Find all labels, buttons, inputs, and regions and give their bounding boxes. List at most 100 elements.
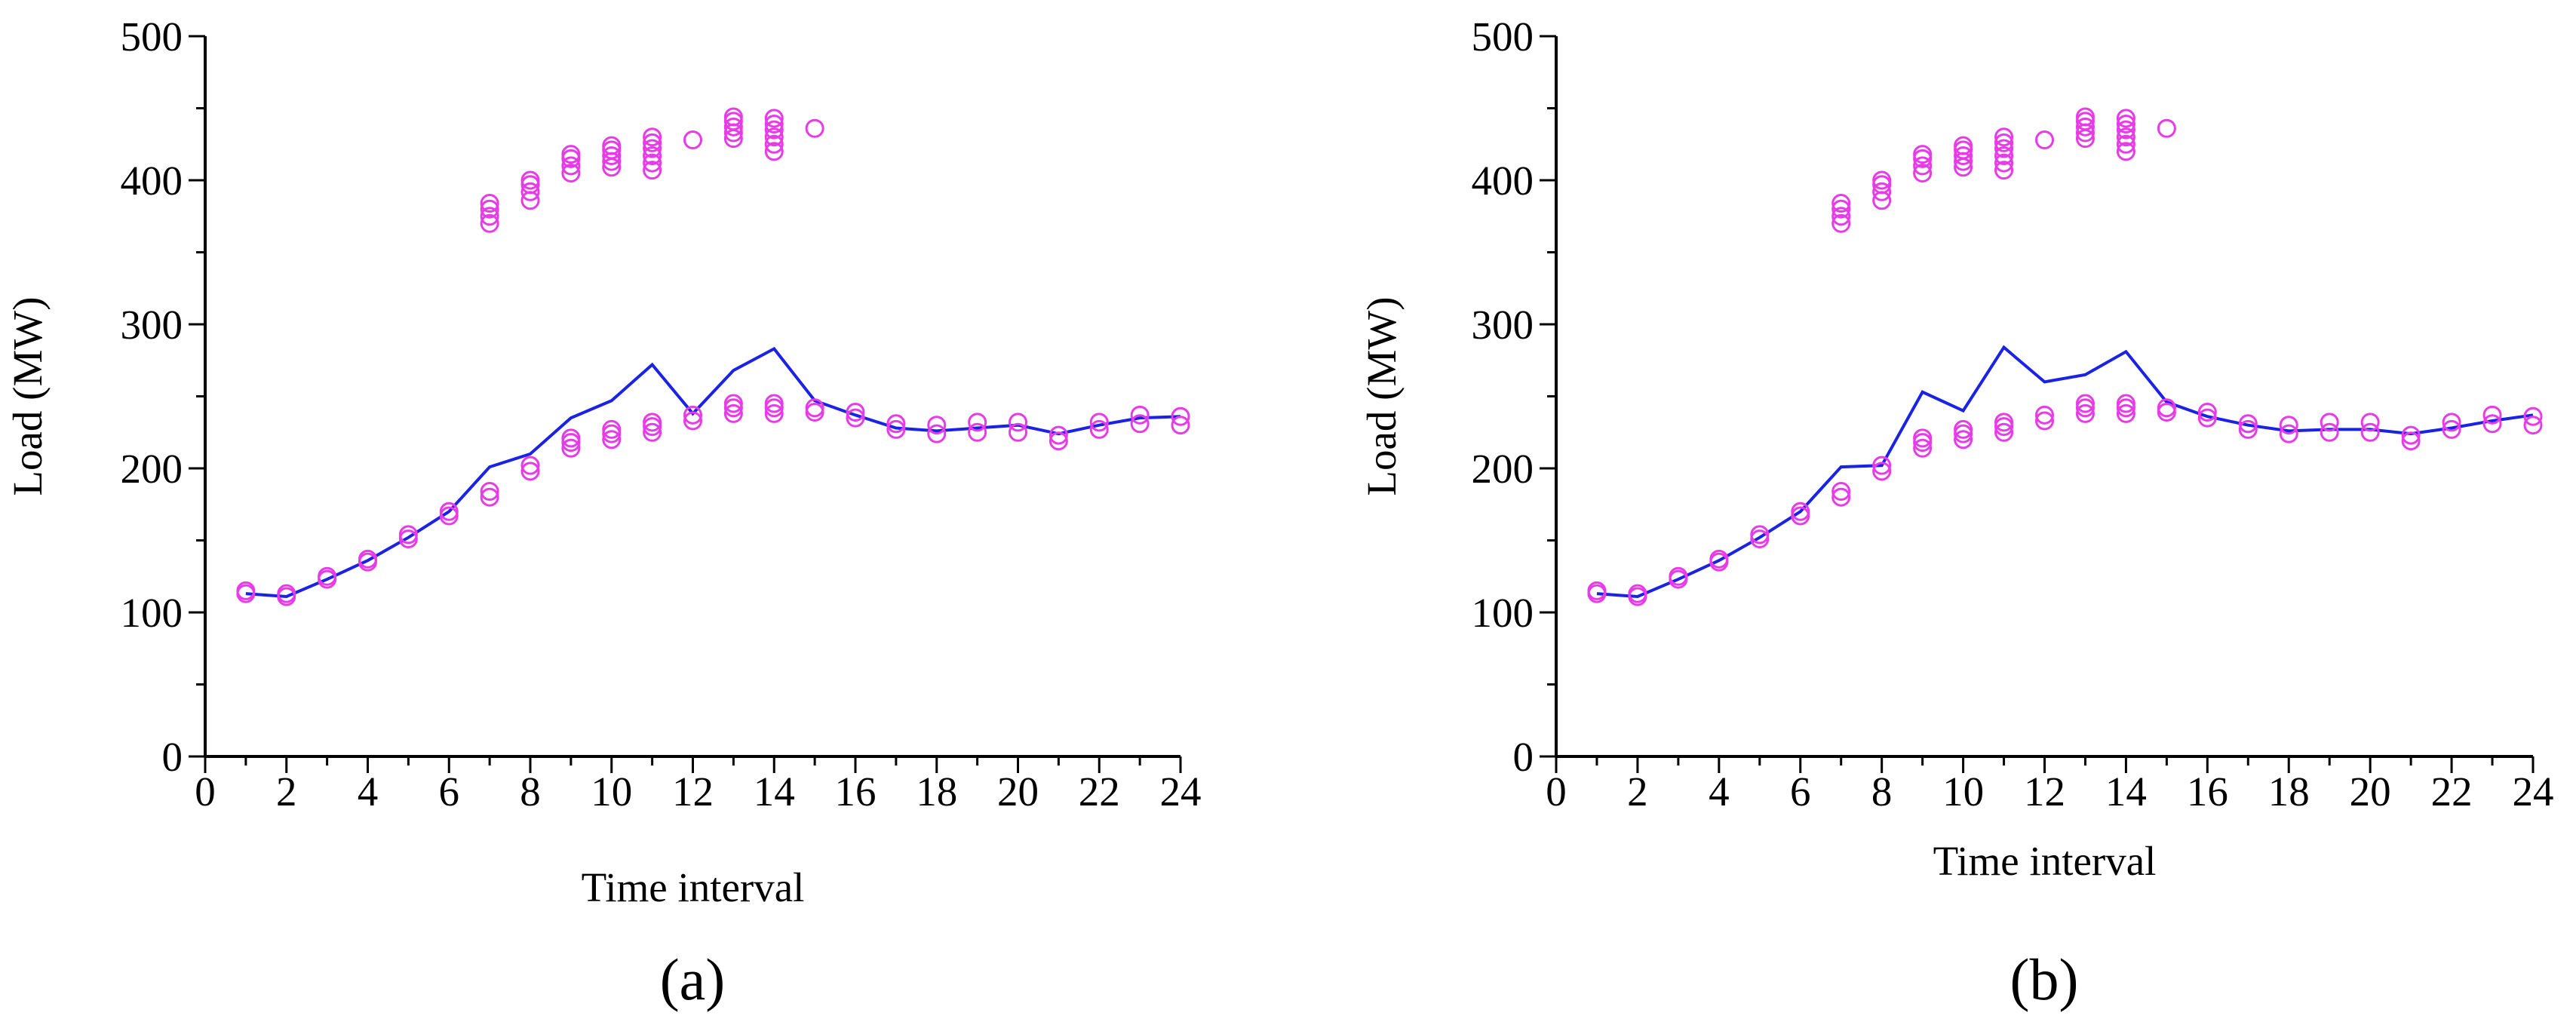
scatter-point: [2035, 130, 2054, 150]
scatter-point: [1954, 430, 1973, 449]
scatter-point: [1872, 170, 1892, 190]
scatter-point: [1750, 525, 1770, 545]
x-axis-title: Time interval: [582, 864, 805, 910]
scatter-point: [480, 487, 499, 507]
x-tick-label: 18: [2268, 769, 2310, 815]
scatter-point: [1872, 462, 1892, 481]
x-tick-label: 4: [358, 769, 379, 815]
scatter-point: [683, 405, 702, 425]
scatter-point: [846, 403, 865, 422]
series-line-load: [1596, 345, 2534, 599]
scatter-point: [1171, 407, 1190, 426]
scatter-point: [2279, 416, 2298, 435]
x-tick-label: 2: [276, 769, 297, 815]
scatter-point: [2442, 419, 2461, 439]
x-tick-label: 0: [1546, 769, 1567, 815]
scatter-point: [1994, 153, 2014, 173]
scatter-point: [643, 153, 662, 173]
scatter-point: [1872, 456, 1892, 475]
scatter-point: [520, 170, 540, 190]
scatter-point: [764, 120, 784, 140]
scatter-point: [886, 414, 906, 434]
scatter-point: [1831, 194, 1851, 213]
y-tick-label: 400: [1472, 158, 1534, 204]
scatter-point: [561, 156, 581, 176]
scatter-point: [2238, 419, 2258, 439]
x-axis-title: Time interval: [1933, 838, 2157, 884]
scatter-point: [846, 408, 865, 428]
x-tick-label: 20: [2350, 769, 2391, 815]
scatter-point: [643, 127, 662, 147]
x-tick-label: 12: [2024, 769, 2065, 815]
scatter-point: [520, 462, 540, 481]
scatter-point: [643, 146, 662, 166]
y-tick-label: 0: [1513, 734, 1534, 780]
scatter-point: [2116, 142, 2135, 161]
x-tick-label: 2: [1627, 769, 1648, 815]
scatter-point: [2075, 403, 2095, 423]
scatter-point: [723, 394, 743, 413]
scatter-point: [1009, 422, 1027, 442]
scatter-point: [764, 115, 784, 134]
x-tick-label: 4: [1709, 769, 1730, 815]
scatter-point: [561, 163, 581, 183]
scatter-point: [602, 419, 622, 439]
x-tick-label: 0: [195, 769, 216, 815]
scatter-point: [561, 145, 581, 164]
scatter-point: [805, 398, 824, 418]
scatter-point: [1994, 161, 2014, 180]
scatter-point: [1089, 419, 1109, 439]
scatter-point: [1954, 136, 1973, 155]
scatter-point: [2116, 120, 2135, 140]
scatter-point: [1130, 405, 1150, 425]
scatter-point: [1587, 581, 1607, 600]
scatter-point: [2116, 394, 2135, 413]
y-axis-title: Load (MW): [5, 296, 51, 496]
y-tick-label: 100: [121, 590, 183, 636]
x-tick-label: 6: [439, 769, 460, 815]
scatter-point: [480, 207, 499, 226]
scatter-point: [2075, 394, 2095, 413]
scatter-point: [1913, 145, 1933, 164]
scatter-point: [520, 182, 540, 201]
scatter-point: [1994, 422, 2014, 442]
x-tick-label: 22: [2431, 769, 2473, 815]
scatter-point: [480, 194, 499, 213]
scatter-point: [2116, 403, 2135, 423]
scatter-point: [398, 525, 418, 545]
scatter-point: [1913, 163, 1933, 183]
scatter-point: [2075, 117, 2095, 137]
scatter-point: [1628, 584, 1647, 603]
scatter-point: [683, 130, 702, 150]
scatter-point: [1913, 428, 1933, 448]
scatter-point: [1831, 207, 1851, 226]
scatter-point: [1831, 482, 1851, 502]
y-tick-label: 100: [1472, 590, 1534, 636]
scatter-point: [1831, 199, 1851, 219]
scatter-point: [1089, 413, 1109, 432]
scatter-point: [764, 142, 784, 161]
scatter-point: [2197, 408, 2217, 428]
scatter-point: [439, 502, 459, 521]
scatter-point: [927, 424, 947, 443]
y-tick-label: 400: [121, 158, 183, 204]
scatter-point: [1994, 127, 2014, 147]
scatter-point: [1954, 146, 1973, 166]
scatter-point: [1009, 413, 1027, 432]
scatter-point: [968, 413, 987, 432]
scatter-point: [480, 482, 499, 502]
scatter-point: [764, 109, 784, 128]
scatter-point: [2320, 413, 2339, 432]
x-tick-label: 22: [1079, 769, 1120, 815]
scatter-point: [2360, 422, 2380, 442]
x-tick-label: 14: [754, 769, 795, 815]
scatter-point: [1049, 431, 1068, 451]
series-line-load: [245, 346, 1181, 599]
x-tick-label: 10: [1942, 769, 1984, 815]
panel-a: 0 2 4 6 8 10 12 14 16 18 20 22 240100200300400500Tim…: [5, 14, 1202, 1012]
scatter-point: [1994, 146, 2014, 166]
scatter-point: [2523, 416, 2543, 435]
scatter-point: [480, 199, 499, 219]
scatter-point: [805, 118, 824, 138]
scatter-point: [480, 213, 499, 233]
